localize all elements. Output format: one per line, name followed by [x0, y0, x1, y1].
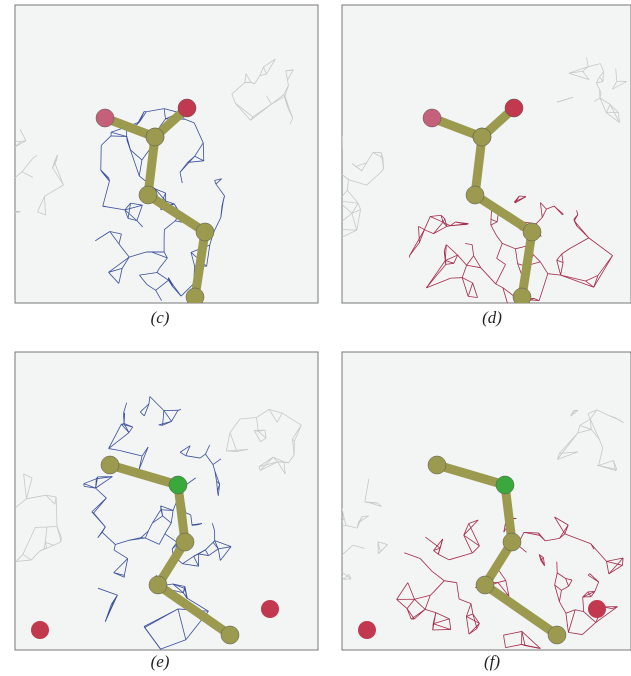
- density-mesh: [330, 147, 342, 149]
- density-mesh: [321, 561, 335, 567]
- panel-label: (c): [151, 308, 170, 327]
- page: (c) (d) (e) (f): [0, 0, 631, 676]
- atom: [523, 223, 541, 241]
- figure: (c) (d) (e) (f): [0, 0, 631, 676]
- density-mesh: [0, 559, 16, 562]
- atom: [196, 223, 214, 241]
- density-mesh: [9, 210, 10, 211]
- panel-background: [15, 5, 318, 303]
- atom: [505, 99, 523, 117]
- atom: [358, 621, 376, 639]
- density-mesh: [7, 197, 9, 202]
- density-mesh: [8, 210, 9, 214]
- panel: [0, 352, 318, 650]
- atom: [139, 186, 157, 204]
- density-mesh: [491, 210, 492, 220]
- density-mesh: [8, 211, 10, 214]
- atom: [149, 576, 167, 594]
- atom: [423, 109, 441, 127]
- density-mesh: [326, 170, 336, 176]
- density-mesh: [326, 174, 342, 176]
- density-mesh: [5, 135, 12, 141]
- density-mesh: [332, 486, 338, 490]
- atom: [261, 600, 279, 618]
- density-mesh: [124, 416, 125, 423]
- atom: [503, 533, 521, 551]
- panel: [322, 5, 631, 311]
- atom: [428, 456, 446, 474]
- atom: [176, 533, 194, 551]
- density-mesh: [111, 136, 127, 137]
- density-mesh: [5, 135, 6, 149]
- density-mesh: [322, 157, 326, 176]
- panel: [318, 352, 631, 650]
- panel: [0, 5, 318, 306]
- atom: [476, 576, 494, 594]
- density-mesh: [335, 517, 338, 527]
- atom: [101, 456, 119, 474]
- density-mesh: [335, 555, 342, 567]
- density-mesh: [5, 506, 15, 507]
- atom: [588, 600, 606, 618]
- density-mesh: [339, 132, 342, 149]
- panel-background: [342, 352, 631, 650]
- density-mesh: [12, 141, 14, 147]
- density-mesh: [203, 143, 204, 161]
- density-mesh: [335, 229, 338, 239]
- density-mesh: [339, 132, 342, 136]
- panel-label: (e): [151, 652, 170, 671]
- density-mesh: [330, 136, 342, 147]
- atom: [96, 109, 114, 127]
- density-mesh: [8, 211, 9, 230]
- density-mesh: [0, 495, 5, 506]
- density-mesh: [433, 629, 451, 630]
- density-mesh: [5, 199, 7, 203]
- panel-label: (d): [482, 308, 502, 327]
- atom: [473, 128, 491, 146]
- density-mesh: [562, 214, 563, 215]
- density-mesh: [1, 214, 8, 220]
- density-mesh: [5, 197, 9, 199]
- atom: [31, 621, 49, 639]
- atom: [169, 476, 187, 494]
- density-mesh: [6, 147, 14, 149]
- atom: [178, 99, 196, 117]
- density-mesh: [335, 490, 338, 517]
- density-mesh: [1, 221, 8, 231]
- density-mesh: [335, 227, 339, 239]
- atom: [221, 626, 239, 644]
- density-mesh: [1, 211, 9, 221]
- density-mesh: [336, 170, 342, 174]
- atom: [548, 626, 566, 644]
- atom: [466, 186, 484, 204]
- density-mesh: [335, 227, 336, 229]
- panel-label: (f): [484, 652, 500, 671]
- density-mesh: [0, 169, 9, 183]
- density-mesh: [327, 555, 342, 561]
- atom: [496, 476, 514, 494]
- density-mesh: [327, 561, 335, 567]
- density-mesh: [0, 506, 5, 511]
- atom: [146, 128, 164, 146]
- density-mesh: [7, 203, 9, 210]
- density-mesh: [322, 147, 330, 157]
- density-mesh: [8, 214, 9, 230]
- density-mesh: [7, 203, 9, 211]
- density-mesh: [510, 311, 513, 312]
- panel-background: [342, 5, 631, 303]
